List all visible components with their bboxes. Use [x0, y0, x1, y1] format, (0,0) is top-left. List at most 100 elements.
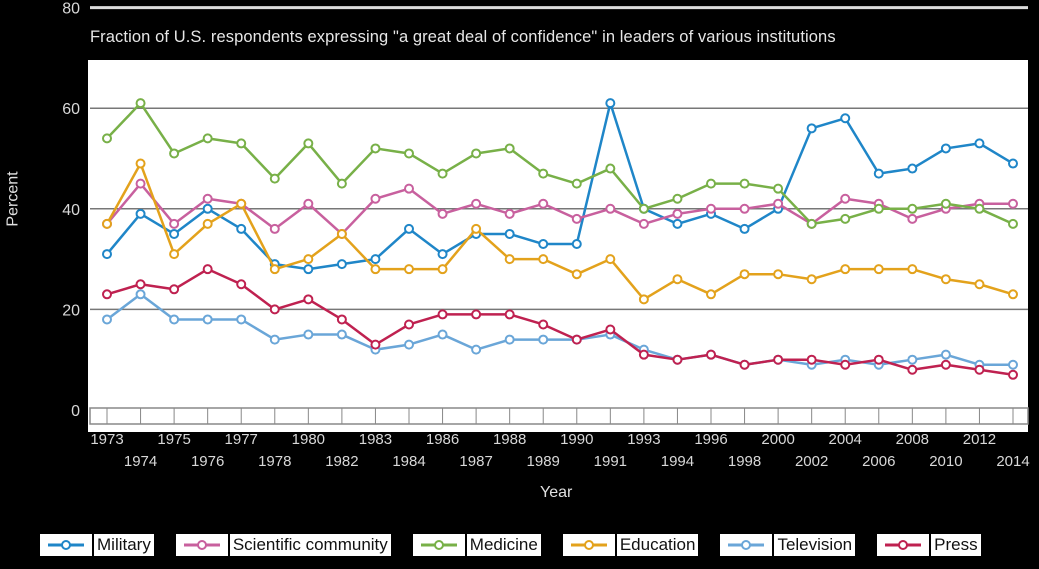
- data-point: [437, 329, 448, 340]
- x-axis: 1973197419751976197719781980198219831984…: [89, 407, 1030, 470]
- data-point: [169, 228, 180, 239]
- data-point: [202, 193, 213, 204]
- data-point: [504, 334, 515, 345]
- data-point: [504, 228, 515, 239]
- y-tick-label: 20: [62, 302, 80, 319]
- data-point: [907, 163, 918, 174]
- data-point: [806, 218, 817, 229]
- data-point: [672, 274, 683, 285]
- legend-item: Military: [40, 534, 154, 556]
- data-point: [605, 203, 616, 214]
- data-point: [706, 349, 716, 360]
- data-point: [940, 359, 951, 370]
- y-tick-label: 60: [62, 101, 80, 118]
- data-point: [840, 264, 851, 275]
- legend-label: Medicine: [466, 534, 541, 556]
- data-point: [1008, 369, 1018, 380]
- data-point: [269, 173, 280, 184]
- data-point: [940, 143, 951, 154]
- data-point: [236, 138, 247, 149]
- data-point: [437, 264, 448, 275]
- x-tick-label: 1988: [493, 431, 526, 448]
- data-point: [907, 203, 918, 214]
- data-point: [370, 339, 381, 350]
- data-point: [135, 279, 146, 290]
- data-point: [974, 279, 985, 290]
- data-point: [571, 178, 582, 189]
- legend-marker-icon: [877, 534, 930, 556]
- data-point: [773, 183, 784, 194]
- x-tick-label: 2000: [761, 431, 794, 448]
- data-point: [739, 178, 750, 189]
- data-point: [504, 254, 515, 265]
- data-point: [471, 198, 482, 209]
- data-point: [269, 223, 280, 234]
- x-tick-label: 2002: [795, 453, 828, 470]
- data-point: [169, 284, 180, 295]
- x-tick-label: 1993: [627, 431, 660, 448]
- data-point: [605, 98, 616, 109]
- data-point: [806, 123, 817, 134]
- legend-marker-icon: [40, 534, 92, 556]
- data-point: [571, 334, 582, 345]
- data-point: [940, 274, 951, 285]
- data-point: [102, 218, 112, 229]
- data-point: [303, 138, 314, 149]
- data-point: [370, 143, 381, 154]
- x-tick-label: 1989: [527, 453, 560, 470]
- data-point: [672, 354, 683, 365]
- data-point: [974, 203, 985, 214]
- data-point: [672, 218, 683, 229]
- data-point: [504, 309, 515, 320]
- y-axis-ticks: 0 20 40 60 80: [62, 1, 80, 420]
- legend-marker-icon: [562, 534, 615, 556]
- data-point: [638, 218, 649, 229]
- data-point: [404, 183, 414, 194]
- data-point: [236, 198, 247, 209]
- x-tick-label: 2012: [963, 431, 996, 448]
- data-point: [437, 208, 448, 219]
- series-press: [102, 264, 1018, 380]
- data-point: [102, 289, 112, 300]
- y-tick-label: 80: [62, 1, 80, 18]
- data-point: [1008, 198, 1018, 209]
- data-point: [370, 193, 381, 204]
- x-tick-label: 1996: [694, 431, 727, 448]
- legend-item: Television: [720, 534, 856, 556]
- data-point: [404, 148, 414, 159]
- data-point: [336, 314, 347, 325]
- data-point: [773, 354, 784, 365]
- data-point: [102, 249, 112, 260]
- data-point: [135, 158, 146, 169]
- x-tick-label: 1975: [157, 431, 190, 448]
- data-point: [303, 254, 314, 265]
- data-point: [102, 133, 112, 144]
- data-point: [605, 163, 616, 174]
- data-point: [236, 314, 247, 325]
- data-point: [605, 324, 616, 335]
- data-point: [873, 354, 884, 365]
- data-point: [336, 259, 347, 270]
- data-point: [236, 279, 247, 290]
- data-point: [940, 349, 951, 360]
- y-tick-label: 0: [71, 403, 80, 420]
- data-point: [303, 329, 314, 340]
- data-point: [336, 178, 347, 189]
- data-point: [773, 198, 784, 209]
- data-point: [706, 289, 716, 300]
- data-point: [202, 133, 213, 144]
- legend-label: Press: [931, 534, 981, 556]
- data-point: [169, 148, 180, 159]
- legend-item: Medicine: [412, 534, 541, 556]
- data-point: [873, 168, 884, 179]
- x-tick-label: 1983: [359, 431, 392, 448]
- x-tick-label: 2004: [829, 431, 862, 448]
- x-tick-label: 1973: [90, 431, 123, 448]
- data-point: [202, 218, 213, 229]
- data-point: [538, 334, 549, 345]
- legend-marker-icon: [412, 534, 465, 556]
- data-point: [404, 339, 414, 350]
- data-point: [907, 213, 918, 224]
- data-point: [303, 294, 314, 305]
- x-tick-label: 1990: [560, 431, 593, 448]
